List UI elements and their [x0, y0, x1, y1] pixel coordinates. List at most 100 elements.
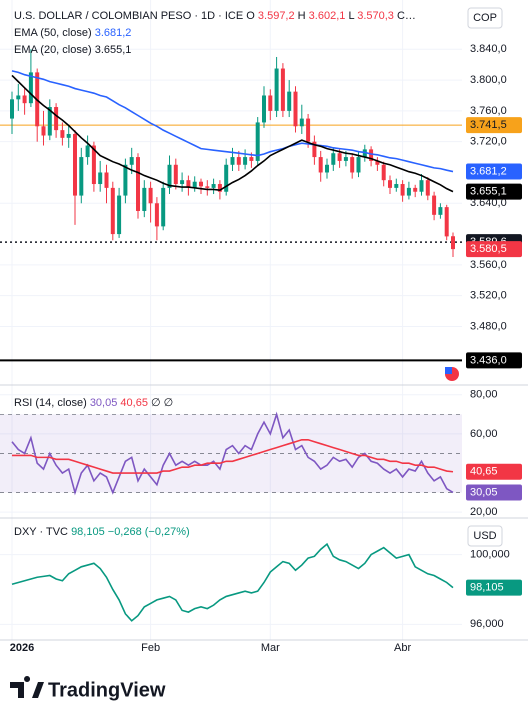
price-tag — [466, 183, 522, 200]
candle-body — [262, 95, 266, 123]
price-tag-label: 3.580,5 — [470, 243, 507, 255]
candle-body — [419, 180, 424, 192]
y-tick-label: 3.560,0 — [470, 259, 507, 271]
candle-body — [388, 180, 392, 188]
candle-body — [98, 172, 103, 185]
candle-body — [287, 91, 292, 111]
price-tag-label: 3.741,5 — [470, 119, 507, 131]
header: U.S. DOLLAR / COLOMBIAN PESO · 1D · ICE … — [14, 10, 416, 22]
candle-body — [16, 95, 21, 100]
legend-value: 98,105 — [71, 526, 108, 538]
candle-body — [54, 107, 59, 131]
candle-body — [60, 130, 65, 138]
candle-body — [293, 91, 298, 127]
candle-body — [306, 118, 311, 142]
price-tag — [466, 163, 522, 180]
candle-body — [91, 145, 96, 185]
candle-body — [325, 164, 329, 173]
candle-body — [331, 153, 336, 165]
y-tick-label: 3.840,0 — [470, 43, 507, 55]
price-tag-label: 3.436,0 — [470, 354, 507, 366]
price-tag-label: 3.681,2 — [470, 165, 507, 177]
price-tag-label: 98,105 — [470, 582, 504, 594]
currency: COP — [473, 12, 497, 24]
price-tag — [466, 579, 522, 596]
y-tick-label: 3.760,0 — [470, 105, 507, 117]
y-tick-label: 80,00 — [470, 389, 498, 401]
candle-body — [280, 68, 285, 111]
candle-body — [413, 187, 418, 192]
title: U.S. DOLLAR / COLOMBIAN PESO · 1D · ICE — [14, 10, 246, 22]
price-tag — [466, 463, 522, 480]
candle-body — [73, 133, 77, 196]
candle-body — [425, 180, 430, 196]
header-part: 3.570,3 — [357, 10, 397, 22]
candle-body — [104, 172, 109, 188]
x-tick-label: Feb — [141, 642, 160, 654]
candle-body — [444, 207, 449, 237]
candle-body — [180, 180, 185, 185]
candle-body — [255, 122, 260, 161]
extra: ∅ — [151, 397, 164, 409]
logo — [10, 676, 44, 698]
series-line — [11, 542, 454, 622]
header-part: L — [348, 10, 357, 22]
candle-body — [167, 164, 172, 188]
header-part: C… — [397, 10, 416, 22]
candle-body — [41, 126, 46, 136]
candle-body — [47, 107, 52, 136]
candle-body — [432, 195, 437, 215]
flag-icon — [445, 367, 452, 374]
header-part: 3.597,2 — [258, 10, 298, 22]
header: RSI (14, close) 30,05 40,65 ∅ ∅ — [14, 397, 173, 409]
header: EMA (50, close) 3.681,2 — [14, 27, 131, 39]
candle-body — [205, 186, 210, 188]
header-part: H — [298, 10, 309, 22]
candle-body — [192, 181, 197, 188]
candle-body — [79, 157, 84, 196]
candle-body — [173, 164, 178, 185]
series-line — [11, 74, 454, 193]
price-tag — [466, 241, 522, 258]
x-tick-label: Mar — [261, 642, 280, 654]
y-tick-label: 60,00 — [470, 428, 498, 440]
candle-body — [369, 149, 374, 161]
candle-body — [224, 164, 229, 192]
candle-body — [217, 184, 222, 192]
candle-body — [312, 141, 317, 158]
y-tick-label: 3.800,0 — [470, 74, 507, 86]
brand: TradingView — [48, 679, 166, 701]
legend-value: 30,05 — [90, 397, 121, 409]
y-tick-label: 20,00 — [470, 506, 498, 518]
change: −0,268 (−0,27%) — [108, 526, 190, 538]
candle-body — [66, 133, 71, 138]
candle-body — [199, 181, 203, 187]
candle-body — [438, 207, 443, 215]
candle-body — [400, 184, 405, 196]
x-tick-label: 2026 — [10, 642, 34, 654]
price-tag-label: 3.655,1 — [470, 186, 507, 198]
candle-body — [230, 157, 235, 165]
header: DXY · TVC 98,105 −0,268 (−0,27%) — [14, 526, 190, 538]
y-tick-label: 96,000 — [470, 618, 504, 630]
candle-body — [375, 160, 380, 165]
candle-body — [154, 203, 159, 227]
candle-body — [123, 164, 128, 196]
header-part: 3.602,1 — [309, 10, 349, 22]
candle-body — [394, 184, 399, 188]
candle-body — [161, 187, 166, 227]
price-tag-label: 40,65 — [470, 466, 498, 478]
legend-value: 3.681,2 — [95, 27, 132, 39]
candle-body — [268, 95, 273, 111]
candle-body — [318, 157, 323, 173]
candle-body — [406, 187, 411, 196]
candle-body — [236, 157, 241, 165]
currency-box — [467, 525, 503, 547]
legend-value: 3.655,1 — [95, 44, 132, 56]
header: EMA (20, close) 3.655,1 — [14, 44, 131, 56]
legend-value: 40,65 — [120, 397, 151, 409]
candle-body — [343, 157, 348, 161]
candle-body — [356, 157, 361, 173]
x-tick-label: Abr — [394, 642, 411, 654]
